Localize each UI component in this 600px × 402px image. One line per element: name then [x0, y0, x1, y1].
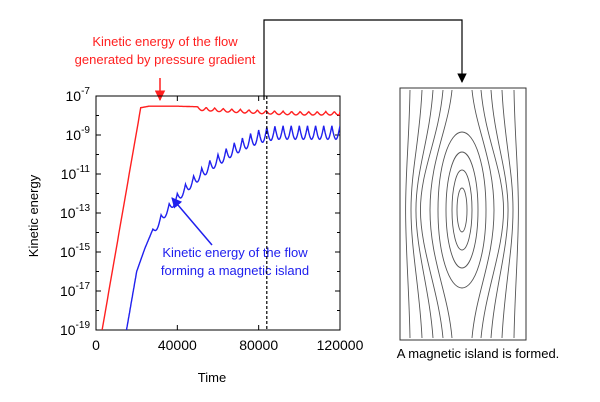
y-tick-label: 10-9	[66, 125, 91, 143]
x-tick-label: 120000	[317, 337, 364, 353]
x-tick-label: 0	[92, 337, 100, 353]
y-tick-label: 10-19	[60, 320, 90, 338]
y-tick-exponent: -13	[76, 203, 91, 214]
series-layer	[101, 105, 340, 330]
y-tick-base: 10	[61, 166, 77, 182]
island-contour	[451, 169, 473, 251]
y-tick-base: 10	[60, 283, 76, 299]
island-contour	[445, 151, 479, 269]
series-line-0	[101, 105, 340, 330]
y-tick-label: 10-7	[66, 86, 91, 104]
x-tick-label: 80000	[239, 337, 278, 353]
y-tick-exponent: -9	[81, 125, 90, 136]
y-tick-label: 10-17	[60, 281, 90, 299]
red-annotation-line2: generated by pressure gradient	[75, 52, 256, 67]
y-tick-base: 10	[60, 205, 76, 221]
blue-annotation-line2: forming a magnetic island	[161, 263, 309, 278]
y-tick-base: 10	[60, 244, 76, 260]
y-tick-base: 10	[60, 322, 76, 338]
y-tick-exponent: -15	[76, 242, 91, 253]
red-annotation-line1: Kinetic energy of the flow	[92, 34, 238, 49]
separatrix-line	[471, 89, 495, 339]
y-tick-exponent: -17	[76, 281, 91, 292]
open-field-line	[419, 89, 444, 339]
blue-annotation-line1: Kinetic energy of the flow	[162, 245, 308, 260]
axis-ticks: 0 40000 80000 12000010-710-910-1110-1310-15…	[60, 86, 364, 353]
connector-line	[263, 19, 467, 100]
y-tick-label: 10-15	[60, 242, 90, 260]
separatrix-line	[429, 89, 453, 339]
open-field-line	[410, 89, 423, 339]
series-line-1	[125, 125, 340, 330]
y-tick-exponent: -11	[76, 164, 90, 175]
y-tick-exponent: -7	[81, 86, 90, 97]
open-field-line	[405, 89, 411, 339]
island-frame	[399, 87, 527, 341]
island-contour	[456, 187, 468, 233]
open-field-line	[480, 89, 505, 339]
open-field-line	[501, 89, 514, 339]
y-tick-base: 10	[66, 127, 82, 143]
y-tick-exponent: -19	[76, 320, 91, 331]
open-field-line	[513, 89, 519, 339]
y-tick-label: 10-13	[60, 203, 90, 221]
blue-annotation-arrow	[171, 197, 213, 246]
y-tick-label: 10-11	[61, 164, 91, 182]
x-tick-label: 40000	[158, 337, 197, 353]
magnetic-island-panel	[399, 87, 527, 341]
x-axis-title: Time	[198, 370, 226, 385]
y-axis-title: Kinetic energy	[26, 174, 41, 257]
open-field-line	[490, 89, 509, 339]
field-lines	[405, 89, 519, 339]
island-contour	[437, 131, 487, 289]
open-field-line	[415, 89, 434, 339]
y-tick-base: 10	[66, 88, 82, 104]
island-caption: A magnetic island is formed.	[397, 346, 560, 361]
